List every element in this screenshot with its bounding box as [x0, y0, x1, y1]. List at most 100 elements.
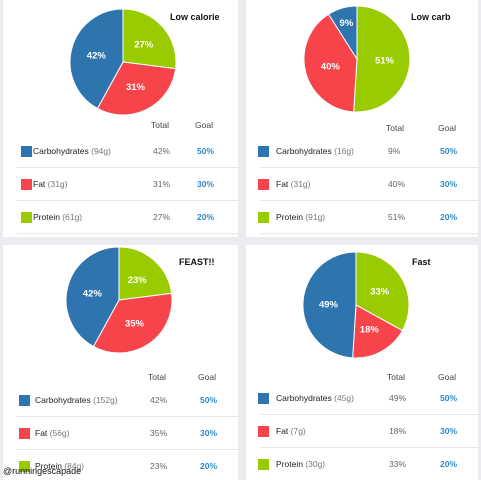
- pie-label-fat: 18%: [360, 325, 380, 336]
- macro-name-text: Protein: [276, 212, 303, 222]
- macro-row-carbohydrates: Carbohydrates (16g) 9% 50%: [246, 135, 478, 168]
- credit-watermark: @runningescapade: [3, 466, 82, 476]
- row-separator: [260, 167, 478, 168]
- macro-goal: 30%: [440, 426, 458, 436]
- macro-goal: 50%: [440, 146, 458, 156]
- macro-grams: (61g): [59, 212, 83, 222]
- pie-slice-carbohydrates: [69, 8, 124, 110]
- macro-total: 42%: [150, 395, 168, 405]
- macro-name-text: Carbohydrates: [35, 395, 91, 405]
- pie-slice-carbohydrates: [65, 246, 120, 348]
- macro-name-text: Carbohydrates: [33, 146, 89, 156]
- pie-slice-carbohydrates: [327, 5, 358, 61]
- row-separator: [17, 200, 238, 201]
- row-separator: [17, 167, 238, 168]
- legend-swatch-carbohydrates: [19, 395, 30, 406]
- macro-goal: 50%: [200, 395, 218, 405]
- macro-grams: (91g): [302, 212, 326, 222]
- column-header-total: Total: [151, 120, 169, 130]
- macro-row-fat: Fat (31g) 31% 30%: [3, 168, 238, 201]
- pie-slice-fat: [92, 292, 173, 354]
- pie-label-protein: 27%: [134, 39, 154, 50]
- macro-row-protein: Protein (61g) 27% 20%: [3, 201, 238, 234]
- macro-total: 42%: [153, 146, 171, 156]
- macro-name: Fat (31g): [33, 179, 68, 189]
- macro-goal: 30%: [197, 179, 215, 189]
- macro-goal: 20%: [197, 212, 215, 222]
- macro-grams: (7g): [288, 426, 306, 436]
- macro-grams: (56g): [47, 428, 70, 438]
- legend-swatch-protein: [258, 212, 269, 223]
- macro-name-text: Protein: [33, 212, 60, 222]
- macro-goal: 20%: [440, 459, 458, 469]
- legend-swatch-carbohydrates: [258, 393, 269, 404]
- macro-total: 40%: [388, 179, 406, 189]
- macro-row-protein: Protein (84g) 23% 20%: [3, 450, 238, 480]
- pie-label-protein: 23%: [128, 275, 148, 286]
- macro-name: Fat (7g): [276, 426, 306, 436]
- macro-total: 33%: [389, 459, 407, 469]
- column-header-total: Total: [148, 372, 166, 382]
- macro-row-carbohydrates: Carbohydrates (45g) 49% 50%: [246, 382, 478, 415]
- macro-grams: (31g): [288, 179, 311, 189]
- pie-slice-fat: [352, 304, 404, 359]
- macro-grams: (45g): [331, 393, 354, 403]
- legend-swatch-fat: [258, 179, 269, 190]
- macro-name-text: Fat: [276, 426, 289, 436]
- macro-name-text: Fat: [33, 179, 46, 189]
- macro-name-text: Fat: [276, 179, 289, 189]
- macro-panel-low-carb: Low carb 51% 40% 9% Total Goal Carbohydrates (…: [246, 0, 478, 237]
- pie-label-fat: 40%: [321, 61, 341, 72]
- pie-slice-protein: [355, 251, 410, 332]
- legend-swatch-carbohydrates: [258, 146, 269, 157]
- macro-name: Protein (30g): [276, 459, 325, 469]
- macro-name-text: Carbohydrates: [276, 393, 332, 403]
- legend-swatch-protein: [258, 459, 269, 470]
- legend-swatch-protein: [21, 212, 32, 223]
- right-edge: [478, 0, 481, 480]
- pie-slice-protein: [118, 246, 173, 301]
- macro-total: 23%: [150, 461, 168, 471]
- pie-label-carbohydrates: 42%: [87, 51, 107, 62]
- macro-panel-feast: FEAST!! 23% 35% 42% Total Goal Carbohydrates (…: [3, 245, 238, 480]
- macro-grams: (84g): [61, 461, 85, 471]
- chart-title: Fast: [412, 257, 431, 267]
- chart-title: Low carb: [411, 12, 451, 22]
- macro-goal: 50%: [197, 146, 215, 156]
- pie-label-carbohydrates: 49%: [319, 300, 339, 311]
- macro-total: 9%: [388, 146, 401, 156]
- pie-label-fat: 31%: [126, 82, 146, 93]
- macro-name-text: Fat: [35, 428, 48, 438]
- legend-swatch-fat: [21, 179, 32, 190]
- row-separator: [17, 416, 238, 417]
- left-edge: [0, 0, 3, 480]
- column-header-total: Total: [386, 123, 404, 133]
- macro-goal: 30%: [200, 428, 218, 438]
- macro-name: Carbohydrates (94g): [33, 146, 111, 156]
- macro-grams: (94g): [88, 146, 111, 156]
- macro-goal: 20%: [440, 212, 458, 222]
- legend-swatch-carbohydrates: [21, 146, 32, 157]
- legend-swatch-fat: [19, 428, 30, 439]
- macro-total: 27%: [153, 212, 171, 222]
- macro-panel-low-calorie: Low calorie 27% 31% 42% Total Goal Carbohydrat…: [3, 0, 238, 237]
- pie-slice-protein: [353, 5, 411, 113]
- macro-row-protein: Protein (30g) 33% 20%: [246, 448, 478, 480]
- legend-swatch-protein: [19, 461, 30, 472]
- macro-name: Carbohydrates (152g): [35, 395, 118, 405]
- column-header-goal: Goal: [198, 372, 216, 382]
- macro-goal: 20%: [200, 461, 218, 471]
- macro-goal: 30%: [440, 179, 458, 189]
- macro-total: 18%: [389, 426, 407, 436]
- macro-row-carbohydrates: Carbohydrates (152g) 42% 50%: [3, 384, 238, 417]
- row-separator: [260, 414, 478, 415]
- legend-swatch-fat: [258, 426, 269, 437]
- column-header-goal: Goal: [438, 123, 456, 133]
- pie-chart: 27% 31% 42%: [69, 8, 177, 116]
- pie-label-fat: 35%: [125, 318, 145, 329]
- row-separator: [260, 233, 478, 234]
- pie-label-protein: 33%: [370, 287, 390, 298]
- pie-label-protein: 51%: [375, 55, 395, 66]
- macro-total: 35%: [150, 428, 168, 438]
- macro-grams: (31g): [45, 179, 68, 189]
